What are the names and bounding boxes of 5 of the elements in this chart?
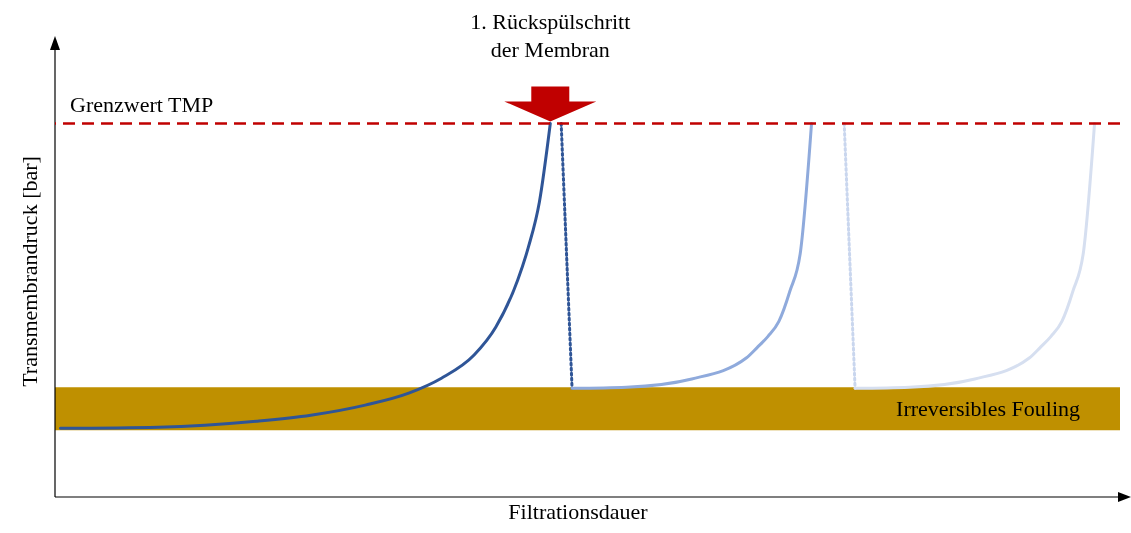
ref-line-label: Grenzwert TMP <box>70 92 214 118</box>
text: 1. Rückspülschritt der Membran <box>470 9 631 63</box>
band-label: Irreversibles Fouling <box>896 395 1080 421</box>
y-axis-title: Transmembrandruck [bar] <box>16 156 42 387</box>
x-axis-title: Filtrationsdauer <box>508 498 649 524</box>
